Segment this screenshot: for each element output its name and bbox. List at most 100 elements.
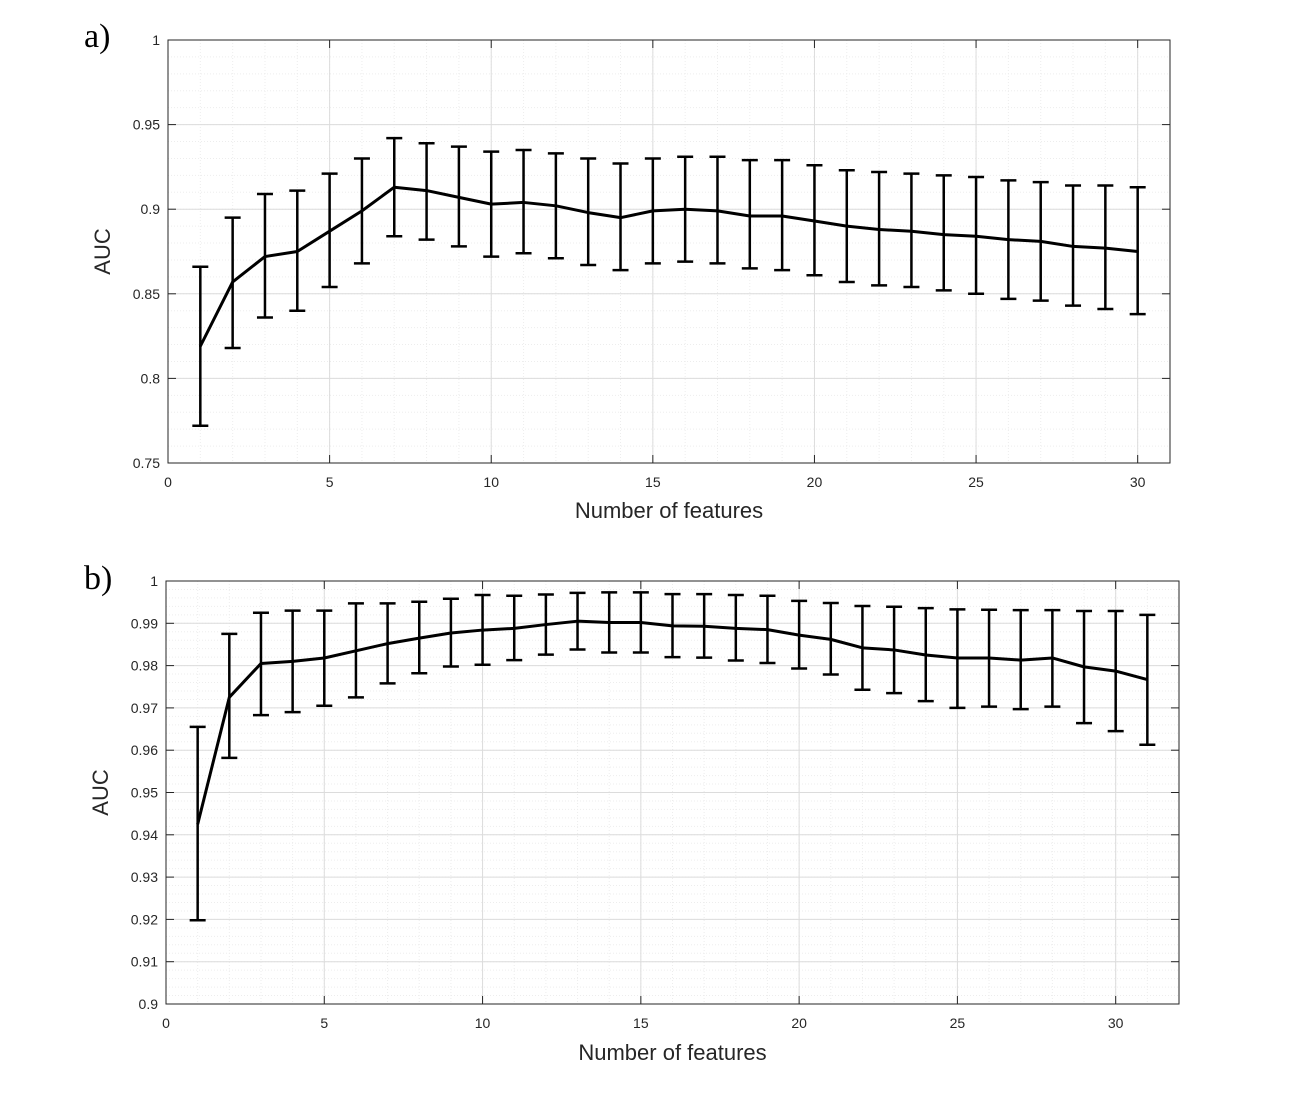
chart-a-data-point <box>1007 238 1010 241</box>
chart-a-data-point <box>1104 246 1107 250</box>
chart-b-y-tick-label: 0.94 <box>131 827 158 843</box>
chart-b-data-point <box>797 633 801 637</box>
chart-a-x-tick-label: 10 <box>483 474 499 490</box>
chart-a-series-line <box>198 185 1138 347</box>
chart-b-x-tick-label: 5 <box>320 1015 328 1031</box>
chart-a-y-tick-label: 0.75 <box>133 455 160 471</box>
chart-b-y-tick-label: 0.95 <box>131 785 158 801</box>
chart-a-data-point <box>845 224 848 228</box>
chart-a-data-point <box>296 250 299 253</box>
panel-label-b: b) <box>84 560 113 597</box>
chart-a-data-point <box>748 214 752 218</box>
chart-a-data-point <box>942 233 945 236</box>
chart-b-data-point <box>449 631 453 635</box>
chart-a-data-point <box>1136 250 1139 253</box>
chart-a-x-tick-label: 30 <box>1130 474 1146 490</box>
chart-a-y-tick-label: 0.85 <box>133 286 160 302</box>
chart-a-data-point <box>457 196 461 199</box>
chart-a-x-axis-label: Number of features <box>575 498 763 523</box>
chart-b-data-point <box>1146 678 1149 681</box>
chart-b-data-point <box>734 627 738 630</box>
chart-a-y-tick-label: 0.9 <box>141 201 161 217</box>
chart-a-y-tick-label: 1 <box>152 32 160 48</box>
chart-b-data-point <box>291 660 294 663</box>
chart-a-data-point <box>619 216 622 219</box>
chart-b-y-tick-label: 1 <box>150 573 158 589</box>
chart-a-data-point <box>425 189 428 192</box>
chart-b-data-point <box>892 648 896 652</box>
chart-b-data-point <box>1019 658 1022 662</box>
chart-b-y-tick-label: 0.99 <box>131 615 158 631</box>
chart-a-data-point <box>910 229 913 233</box>
chart-b-data-point <box>987 656 991 660</box>
chart-a-data-point <box>877 228 881 231</box>
chart-a-data-point <box>263 255 267 258</box>
chart-b-y-tick-label: 0.96 <box>131 742 158 758</box>
chart-b-x-tick-label: 20 <box>791 1015 807 1031</box>
chart-b-data-point <box>1114 669 1117 673</box>
chart-b-data-point <box>323 656 326 660</box>
chart-b-data-point <box>924 653 927 657</box>
chart-a-x-tick-label: 0 <box>164 474 172 490</box>
chart-a-data-point <box>328 229 331 233</box>
chart-a-data-point <box>231 280 234 284</box>
chart-b-y-tick-label: 0.92 <box>131 911 158 927</box>
panel-label-a: a) <box>84 18 111 55</box>
chart-b-x-tick-label: 25 <box>950 1015 966 1031</box>
chart-a-data-point <box>360 209 364 213</box>
chart-a-data-point <box>716 209 719 213</box>
chart-a-y-tick-label: 0.8 <box>141 370 161 386</box>
chart-b-data-point <box>386 642 389 645</box>
chart-a-x-tick-label: 15 <box>645 474 661 490</box>
chart-a-data-point <box>651 209 655 213</box>
chart-b-x-tick-label: 10 <box>475 1015 491 1031</box>
chart-b-data-point <box>607 621 611 624</box>
chart-a-data-point <box>683 208 687 211</box>
chart-b-data-point <box>702 625 706 628</box>
chart-b-data-point <box>1082 665 1086 669</box>
chart-b-data-point <box>228 696 231 699</box>
chart-b-data-point <box>576 619 579 623</box>
chart-b-data-point <box>829 638 832 641</box>
chart-a-data-point <box>780 214 784 218</box>
chart-b-data-point <box>861 646 864 650</box>
chart-b-y-tick-label: 0.98 <box>131 658 158 674</box>
chart-a-data-point <box>813 219 816 223</box>
chart-b-y-tick-label: 0.93 <box>131 869 158 885</box>
chart-b-data-point <box>1051 656 1054 660</box>
chart-b-data-point <box>481 628 484 632</box>
chart-a-data-point <box>199 345 202 348</box>
chart-a-x-tick-label: 25 <box>968 474 984 490</box>
chart-b-x-tick-label: 15 <box>633 1015 649 1031</box>
chart-a-data-point <box>522 201 525 204</box>
chart-b-data-point <box>418 636 421 640</box>
chart-b-data-point <box>639 621 643 624</box>
chart-b-data-point <box>196 823 199 826</box>
chart-a-y-tick-label: 0.95 <box>133 117 160 133</box>
chart-a-data-point <box>586 211 590 214</box>
chart-b-y-tick-label: 0.97 <box>131 700 158 716</box>
chart-b-y-axis-label: AUC <box>88 769 113 816</box>
chart-a-data-point <box>1039 240 1042 243</box>
chart-a-x-tick-label: 5 <box>326 474 334 490</box>
chart-b-data-point <box>354 649 358 652</box>
chart-b-data-point <box>671 624 674 628</box>
chart-b-x-tick-label: 0 <box>162 1015 170 1031</box>
chart-a-data-point <box>974 235 978 238</box>
chart-a-data-point <box>490 202 493 206</box>
chart-b-data-point <box>544 623 548 626</box>
chart-b-x-tick-label: 30 <box>1108 1015 1124 1031</box>
chart-b-data-point <box>766 628 769 631</box>
chart-a-data-point <box>393 186 396 189</box>
chart-b-data-point <box>259 662 263 665</box>
chart-a-data-point <box>554 204 558 208</box>
chart-a-y-axis-label: AUC <box>90 228 115 275</box>
chart-a-axes-box <box>167 39 1171 464</box>
chart-b-y-tick-label: 0.9 <box>139 996 159 1012</box>
chart-a-x-tick-label: 20 <box>807 474 823 490</box>
chart-b-data-point <box>956 656 959 660</box>
chart-b-data-point <box>513 627 516 630</box>
chart-b-y-tick-label: 0.91 <box>131 954 158 970</box>
chart-b-x-axis-label: Number of features <box>578 1040 766 1065</box>
